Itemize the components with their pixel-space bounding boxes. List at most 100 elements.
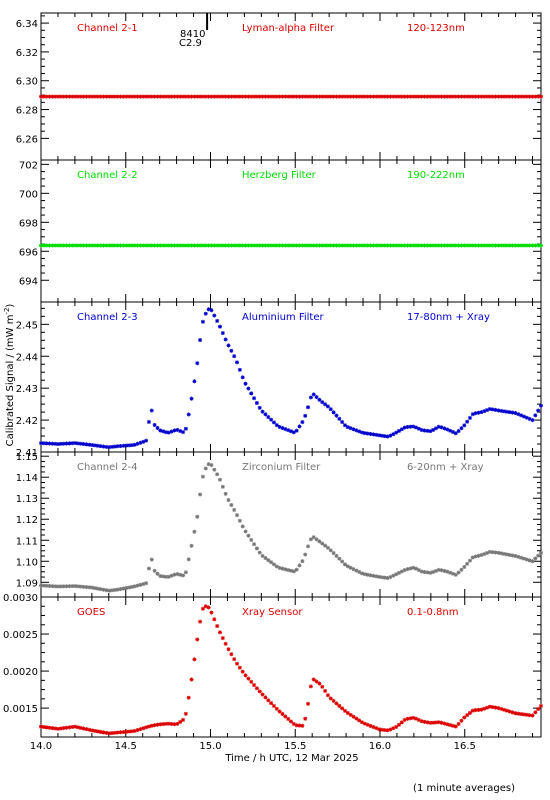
data-point: [539, 550, 543, 555]
data-point: [351, 567, 356, 572]
data-point: [428, 243, 433, 248]
data-point: [308, 243, 313, 248]
data-point: [240, 669, 245, 674]
data-point: [348, 426, 353, 431]
data-point: [243, 243, 248, 248]
data-point: [41, 441, 46, 446]
data-point: [70, 584, 75, 589]
data-point: [274, 94, 279, 99]
data-point: [513, 94, 518, 99]
data-point: [521, 556, 526, 561]
data-point: [320, 243, 325, 248]
data-point: [459, 718, 464, 723]
data-point: [141, 726, 146, 731]
data-point: [135, 243, 140, 248]
data-point: [462, 94, 467, 99]
data-point: [436, 720, 441, 725]
data-point: [58, 441, 63, 446]
data-point: [408, 424, 413, 429]
data-point: [485, 94, 490, 99]
data-point: [456, 429, 461, 434]
data-point: [155, 94, 160, 99]
data-point: [155, 571, 160, 576]
data-point: [385, 243, 390, 248]
data-point: [135, 583, 140, 588]
data-point: [129, 584, 134, 589]
data-point: [81, 94, 86, 99]
data-point: [422, 243, 427, 248]
data-point: [90, 443, 95, 448]
data-point: [235, 360, 240, 365]
data-point: [269, 243, 274, 248]
data-point: [365, 722, 370, 727]
panel-band-label: 17-80nm + Xray: [407, 312, 490, 323]
data-point: [479, 410, 484, 415]
data-point: [436, 567, 441, 572]
data-point: [408, 94, 413, 99]
data-point: [229, 503, 234, 508]
data-point: [110, 731, 115, 736]
data-point: [360, 720, 365, 725]
data-point: [524, 557, 529, 562]
data-point: [311, 392, 316, 397]
data-point: [527, 243, 532, 248]
data-point: [203, 243, 208, 248]
data-point: [58, 94, 63, 99]
data-point: [169, 573, 174, 578]
data-point: [374, 432, 379, 437]
y-tick-label: 6.28: [16, 106, 38, 117]
data-point: [178, 243, 183, 248]
data-point: [527, 558, 532, 563]
data-point: [286, 94, 291, 99]
data-point: [107, 94, 112, 99]
data-point: [385, 728, 390, 733]
data-point: [485, 243, 490, 248]
data-point: [195, 243, 200, 248]
data-point: [465, 419, 470, 424]
data-point: [215, 318, 220, 323]
data-point: [237, 367, 242, 372]
data-point: [95, 243, 100, 248]
y-tick-label: 1.13: [16, 494, 38, 505]
data-point: [422, 570, 427, 575]
data-point: [325, 693, 330, 698]
data-point: [470, 412, 475, 417]
data-point: [467, 415, 472, 420]
data-point: [107, 731, 112, 736]
data-point: [246, 676, 251, 681]
data-point: [95, 586, 100, 591]
panel-channel-label: Channel 2-3: [77, 312, 138, 323]
panel-channel-label: GOES: [77, 607, 105, 618]
data-point: [379, 94, 384, 99]
data-point: [75, 243, 80, 248]
y-tick-label: 0.0015: [3, 704, 38, 715]
data-point: [516, 711, 521, 716]
data-point: [47, 725, 52, 730]
data-point: [289, 568, 293, 573]
data-point: [504, 94, 509, 99]
data-point: [516, 94, 521, 99]
data-point: [81, 243, 86, 248]
data-point: [146, 419, 151, 424]
data-point: [220, 484, 225, 489]
data-point: [377, 574, 382, 579]
data-point: [215, 624, 220, 629]
data-point: [340, 420, 345, 425]
data-point: [257, 94, 262, 99]
data-point: [396, 428, 401, 433]
data-point: [164, 94, 168, 99]
data-point: [144, 438, 149, 443]
data-point: [254, 546, 259, 551]
data-point: [422, 94, 427, 99]
data-point: [254, 243, 259, 248]
data-point: [286, 243, 291, 248]
data-point: [368, 573, 373, 578]
data-point: [41, 725, 46, 730]
data-point: [61, 243, 66, 248]
data-point: [121, 443, 126, 448]
y-tick-label: 6.34: [16, 19, 38, 30]
data-point: [334, 94, 339, 99]
data-point: [411, 715, 416, 720]
data-point: [229, 348, 234, 353]
data-point: [132, 442, 137, 447]
